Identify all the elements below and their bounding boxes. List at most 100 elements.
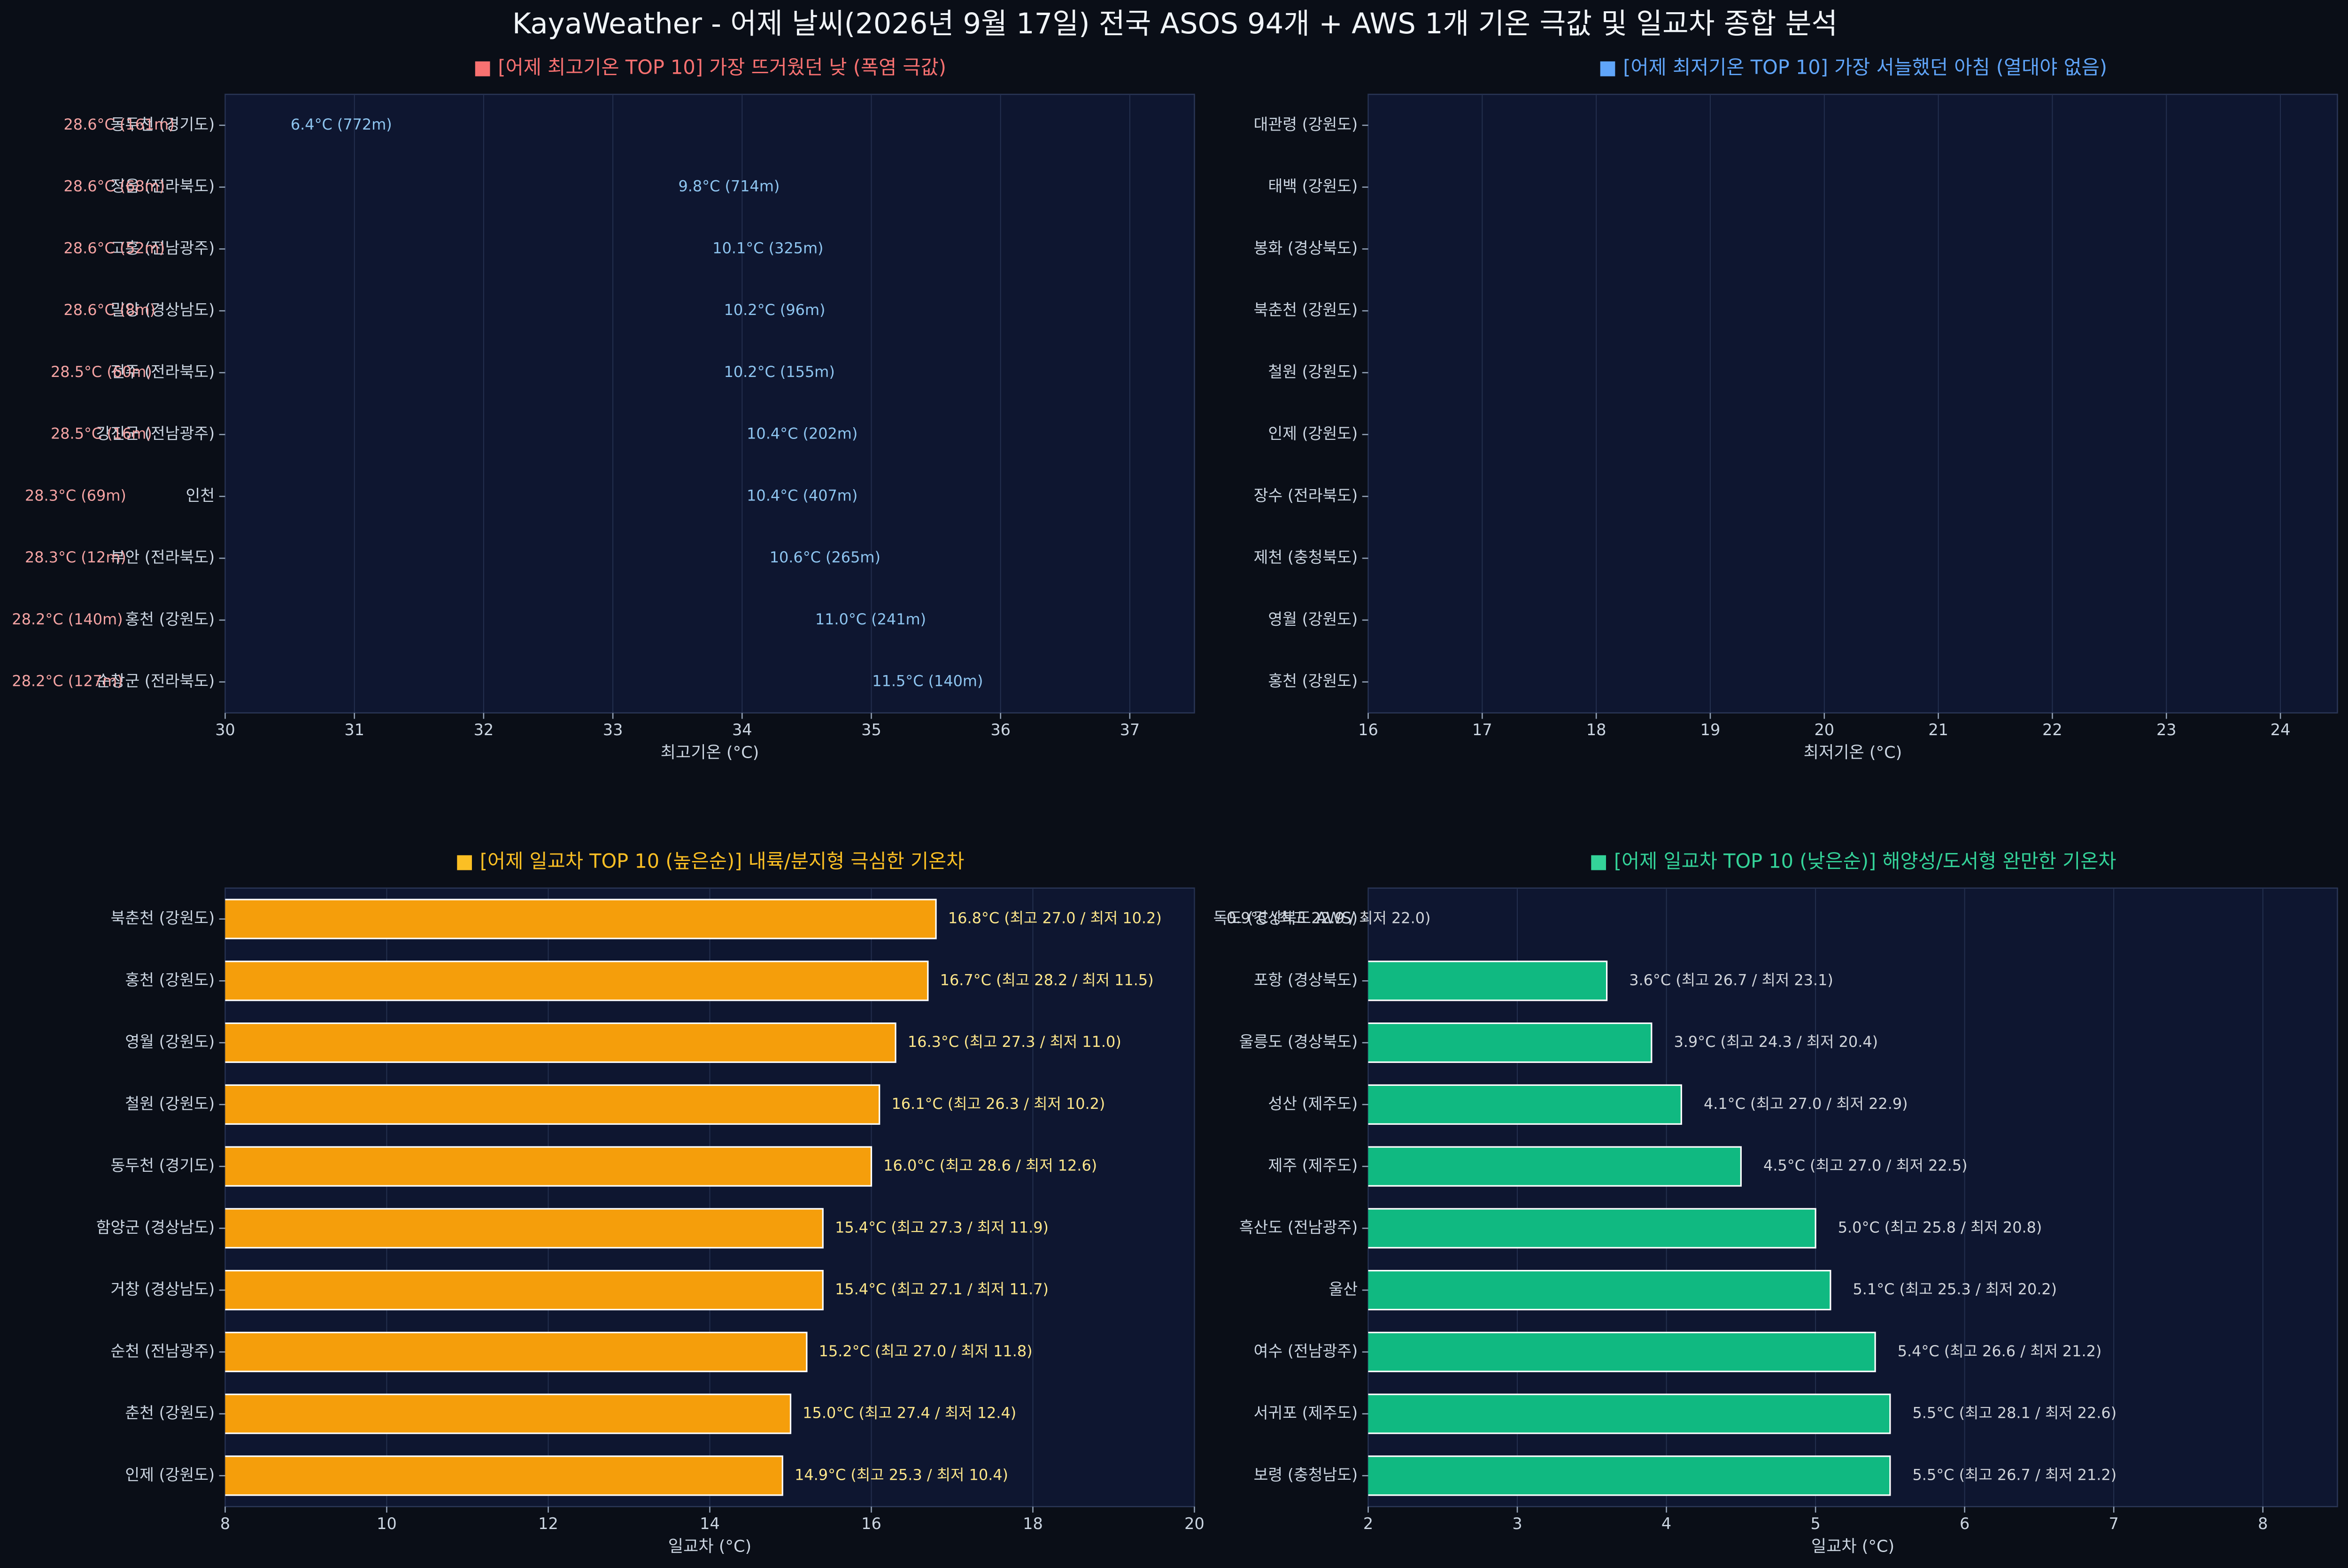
- value-label: 0.9°C (최고 22.9 / 최저 22.0): [1227, 909, 1431, 927]
- y-tick-label: 봉화 (경상북도): [1254, 239, 1358, 257]
- value-label: 15.0°C (최고 27.4 / 최저 12.4): [803, 1404, 1016, 1422]
- y-tick-label: 춘천 (강원도): [125, 1404, 215, 1422]
- value-label: 10.4°C (202m): [747, 425, 857, 443]
- value-label: 14.9°C (최고 25.3 / 최저 10.4): [795, 1466, 1008, 1483]
- bar: [225, 1208, 824, 1249]
- x-tick-label: 16: [861, 1514, 881, 1533]
- bar: [1368, 1455, 1891, 1496]
- x-axis-label: 일교차 (°C): [668, 1537, 751, 1556]
- x-tick-label: 5: [1810, 1514, 1820, 1533]
- value-label: 28.3°C (69m): [25, 486, 126, 504]
- y-tick-label: 울릉도 (경상북도): [1239, 1033, 1358, 1051]
- value-label: 4.1°C (최고 27.0 / 최저 22.9): [1704, 1095, 1908, 1113]
- value-label: 28.6°C (161m): [64, 115, 175, 133]
- y-tick-label: 동두천 (경기도): [111, 115, 215, 133]
- value-label: 10.2°C (96m): [724, 301, 826, 319]
- value-label: 28.3°C (12m): [25, 548, 126, 566]
- y-tick-label: 영월 (강원도): [1268, 610, 1358, 628]
- value-label: 15.4°C (최고 27.3 / 최저 11.9): [835, 1218, 1049, 1236]
- y-tick-label: 부안 (전라북도): [111, 548, 215, 567]
- x-tick-label: 20: [1184, 1514, 1205, 1533]
- value-label: 5.0°C (최고 25.8 / 최저 20.8): [1838, 1218, 2042, 1236]
- y-tick-label: 고흥 (전남광주): [111, 239, 215, 257]
- x-tick-label: 8: [2258, 1514, 2268, 1533]
- x-tick-label: 19: [1700, 721, 1721, 739]
- value-label: 5.4°C (최고 26.6 / 최저 21.2): [1898, 1342, 2102, 1360]
- x-axis-label: 최저기온 (°C): [1804, 743, 1902, 762]
- subplot-title: ■ [어제 일교차 TOP 10 (낮은순)] 해양성/도서형 완만한 기온차: [1589, 850, 2116, 872]
- y-tick-label: 홍천 (강원도): [1268, 672, 1358, 690]
- x-tick-label: 32: [474, 721, 494, 739]
- y-tick-label: 정읍 (전라북도): [111, 177, 215, 195]
- bar: [1368, 1146, 1742, 1187]
- value-label: 10.1°C (325m): [712, 239, 823, 257]
- x-tick-label: 20: [1814, 721, 1834, 739]
- bar: [225, 1455, 783, 1496]
- value-label: 5.5°C (최고 26.7 / 최저 21.2): [1913, 1466, 2117, 1483]
- x-tick-label: 18: [1586, 721, 1607, 739]
- value-label: 15.4°C (최고 27.1 / 최저 11.7): [835, 1280, 1049, 1298]
- y-tick-label: 성산 (제주도): [1268, 1094, 1358, 1113]
- x-tick-label: 21: [1928, 721, 1948, 739]
- bar: [225, 1393, 792, 1434]
- y-tick-label: 전주 (전라북도): [111, 362, 215, 381]
- bar: [1368, 1084, 1682, 1125]
- value-label: 10.6°C (265m): [770, 548, 880, 566]
- y-tick-label: 함양군 (경상남도): [96, 1218, 215, 1237]
- y-tick-label: 철원 (강원도): [1268, 362, 1358, 381]
- bars: [1368, 961, 1891, 1496]
- value-label: 10.4°C (407m): [747, 486, 857, 504]
- x-tick-label: 23: [2156, 721, 2177, 739]
- figure-title: KayaWeather - 어제 날씨(2026년 9월 17일) 전국 ASO…: [512, 8, 1838, 40]
- value-label: 28.6°C (68m): [64, 177, 165, 195]
- value-label: 16.3°C (최고 27.3 / 최저 11.0): [908, 1033, 1121, 1051]
- value-label: 28.5°C (60m): [51, 363, 152, 381]
- y-tick-label: 독도 (경상북도 AWS): [1213, 909, 1358, 927]
- y-tick-label: 홍천 (강원도): [125, 610, 215, 628]
- x-tick-label: 17: [1472, 721, 1492, 739]
- x-tick-label: 2: [1363, 1514, 1373, 1533]
- y-tick-label: 강진군 (전남광주): [96, 424, 215, 443]
- plot-area: [1367, 93, 2338, 714]
- x-tick-label: 16: [1358, 721, 1378, 739]
- y-tick-label: 대관령 (강원도): [1254, 115, 1358, 133]
- y-tick-label: 여수 (전남광주): [1254, 1342, 1358, 1360]
- x-tick-label: 14: [700, 1514, 720, 1533]
- x-tick-label: 12: [538, 1514, 558, 1533]
- value-label: 28.6°C (52m): [64, 239, 165, 257]
- x-axis-label: 일교차 (°C): [1811, 1537, 1894, 1556]
- subplot-title: ■ [어제 일교차 TOP 10 (높은순)] 내륙/분지형 극심한 기온차: [456, 850, 965, 872]
- y-tick-label: 보령 (충청남도): [1254, 1466, 1358, 1484]
- y-tick-label: 서귀포 (제주도): [1254, 1404, 1358, 1422]
- value-label: 3.6°C (최고 26.7 / 최저 23.1): [1629, 971, 1833, 989]
- x-tick-label: 22: [2042, 721, 2062, 739]
- y-tick-label: 북춘천 (강원도): [111, 909, 215, 927]
- bar: [225, 1270, 824, 1311]
- x-axis-label: 최고기온 (°C): [661, 743, 759, 762]
- y-tick-label: 인제 (강원도): [1268, 424, 1358, 443]
- x-tick-label: 31: [344, 721, 364, 739]
- y-tick-label: 북춘천 (강원도): [1254, 301, 1358, 319]
- y-tick-label: 순창군 (전라북도): [96, 672, 215, 690]
- x-tick-label: 34: [732, 721, 752, 739]
- y-tick-label: 제천 (충청북도): [1254, 548, 1358, 567]
- value-label: 28.6°C (8m): [64, 301, 156, 319]
- bar: [1368, 1331, 1876, 1372]
- y-tick-label: 포항 (경상북도): [1254, 971, 1358, 989]
- x-tick-label: 33: [603, 721, 623, 739]
- x-tick-label: 10: [377, 1514, 397, 1533]
- x-tick-label: 6: [1960, 1514, 1970, 1533]
- x-tick-label: 37: [1120, 721, 1140, 739]
- y-tick-label: 철원 (강원도): [125, 1094, 215, 1113]
- value-label: 16.1°C (최고 26.3 / 최저 10.2): [891, 1095, 1105, 1113]
- y-tick-label: 홍천 (강원도): [125, 971, 215, 989]
- x-tick-label: 7: [2109, 1514, 2119, 1533]
- value-label: 4.5°C (최고 27.0 / 최저 22.5): [1763, 1157, 1968, 1175]
- x-tick-label: 4: [1661, 1514, 1671, 1533]
- y-tick-label: 인제 (강원도): [125, 1466, 215, 1484]
- bar: [1368, 1208, 1816, 1249]
- x-tick-label: 8: [220, 1514, 230, 1533]
- x-tick-label: 35: [861, 721, 881, 739]
- value-label: 10.2°C (155m): [724, 363, 835, 381]
